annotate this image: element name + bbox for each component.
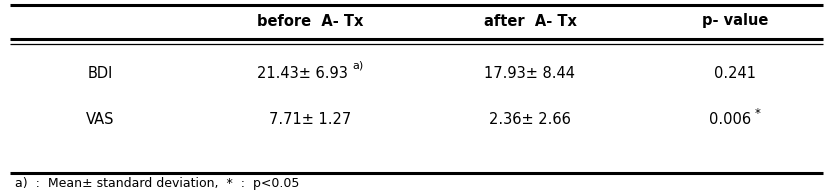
Text: p- value: p- value xyxy=(702,14,768,28)
Text: 0.241: 0.241 xyxy=(714,66,756,80)
Text: after  A- Tx: after A- Tx xyxy=(484,14,576,28)
Text: 2.36± 2.66: 2.36± 2.66 xyxy=(489,112,571,126)
Text: a): a) xyxy=(352,60,363,70)
Text: 17.93± 8.44: 17.93± 8.44 xyxy=(485,66,576,80)
Text: a)  :  Mean± standard deviation,  *  :  p<0.05: a) : Mean± standard deviation, * : p<0.0… xyxy=(15,176,299,189)
Text: before  A- Tx: before A- Tx xyxy=(257,14,363,28)
Text: VAS: VAS xyxy=(86,112,114,126)
Text: 7.71± 1.27: 7.71± 1.27 xyxy=(269,112,352,126)
Text: BDI: BDI xyxy=(87,66,112,80)
Text: 21.43± 6.93: 21.43± 6.93 xyxy=(257,66,347,80)
Text: *: * xyxy=(755,107,761,120)
Text: 0.006: 0.006 xyxy=(709,112,751,126)
